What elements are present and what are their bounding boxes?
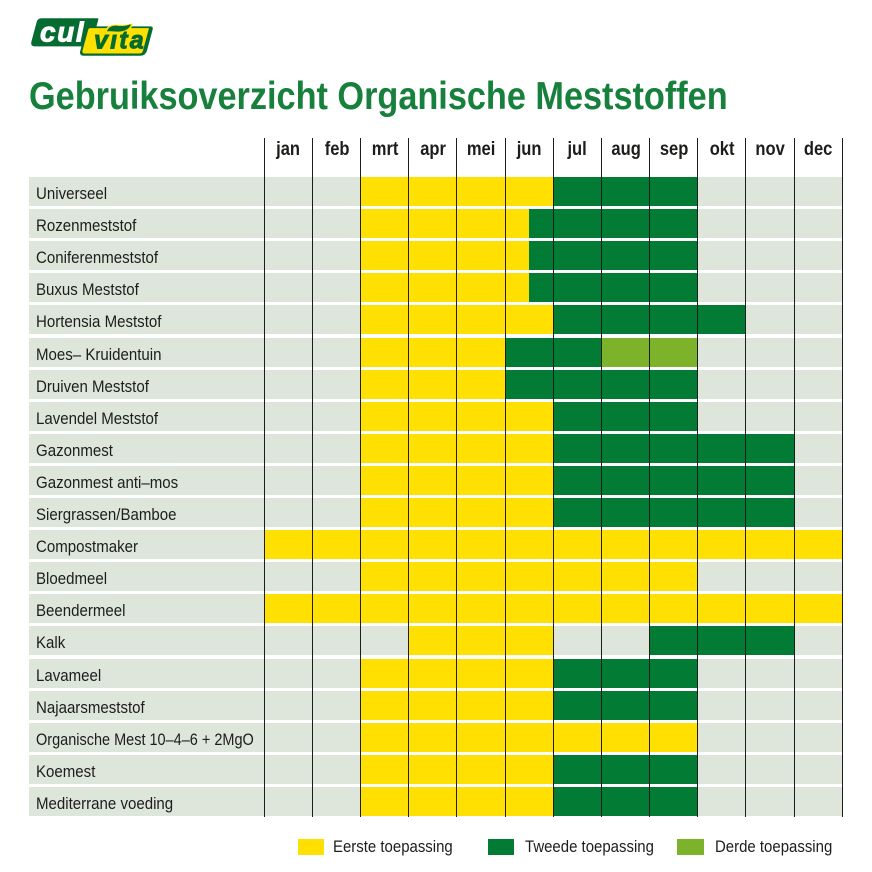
- svg-text:vıta: vıta: [94, 26, 146, 54]
- svg-text:cul: cul: [40, 17, 85, 48]
